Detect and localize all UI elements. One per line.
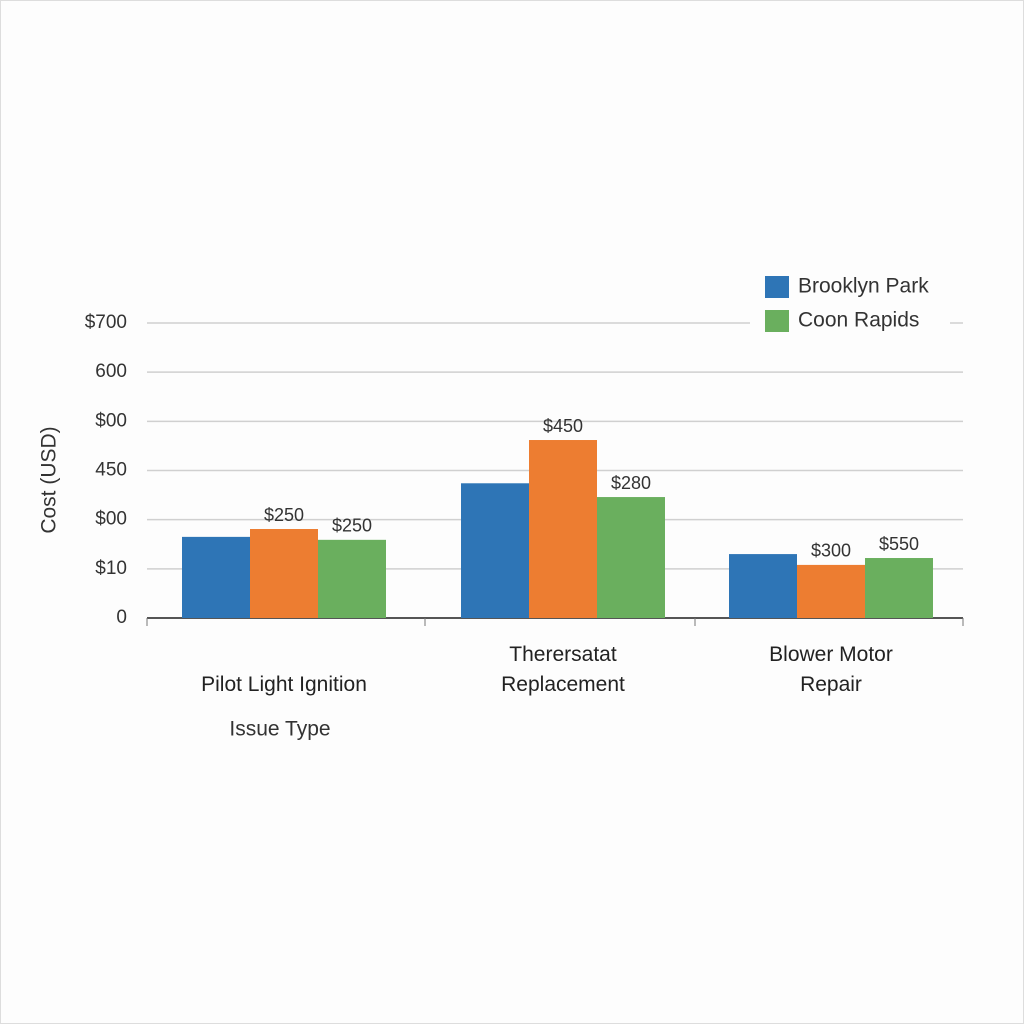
x-tick-label: Pilot Light Ignition bbox=[201, 673, 367, 696]
bar-label: $300 bbox=[811, 541, 851, 561]
bar-label: $450 bbox=[543, 416, 583, 436]
bar bbox=[865, 558, 933, 618]
legend-label: Brooklyn Park bbox=[798, 275, 929, 298]
legend-swatch bbox=[765, 310, 789, 332]
bar bbox=[597, 497, 665, 618]
y-tick-label: $00 bbox=[95, 509, 127, 530]
y-tick-label: $700 bbox=[85, 312, 127, 333]
legend-swatch bbox=[765, 276, 789, 298]
bar bbox=[529, 440, 597, 618]
bar-label: $250 bbox=[264, 505, 304, 525]
bar-label: $550 bbox=[879, 534, 919, 554]
y-axis-title: Cost (USD) bbox=[38, 426, 61, 533]
bar-label: $280 bbox=[611, 473, 651, 493]
bar bbox=[729, 554, 797, 618]
bar bbox=[250, 529, 318, 618]
bar bbox=[461, 483, 529, 618]
y-tick-label: 0 bbox=[116, 607, 127, 628]
y-tick-label: 450 bbox=[95, 460, 127, 481]
y-tick-label: $10 bbox=[95, 558, 127, 579]
y-tick-label: 600 bbox=[95, 361, 127, 382]
bar bbox=[318, 539, 386, 618]
bar bbox=[797, 564, 865, 618]
y-tick-label: $00 bbox=[95, 410, 127, 431]
legend-label: Coon Rapids bbox=[798, 309, 919, 332]
x-tick-label: Blower Motor Repair bbox=[769, 643, 893, 696]
bar-label: $250 bbox=[332, 516, 372, 536]
x-tick-label: Therersatat Replacement bbox=[501, 643, 625, 696]
x-axis-title: Issue Type bbox=[229, 718, 330, 741]
bar bbox=[182, 536, 250, 618]
